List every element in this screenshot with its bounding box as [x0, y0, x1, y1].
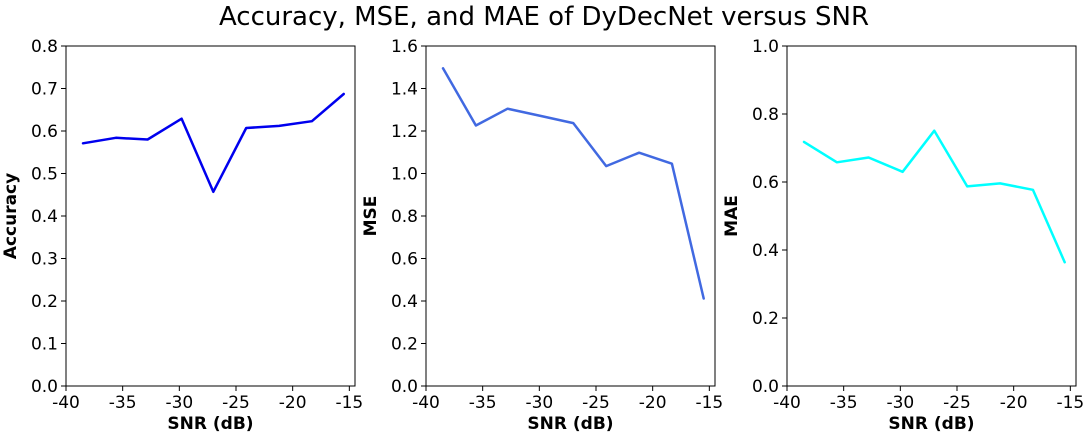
- chart-panel-2: -40 -35 -30 -25 -20 -15 0.0 0.2 0.4 0.6 0.8 1.0 1.2 1…: [361, 37, 723, 434]
- y-tick-label: 0.6: [391, 250, 418, 270]
- y-tick-label: 0.4: [391, 292, 418, 312]
- y-axis-label: MSE: [361, 196, 381, 237]
- plot-frame: [65, 45, 356, 387]
- y-tick-label: 0.7: [31, 80, 58, 100]
- y-tick-label: 0.8: [31, 37, 58, 57]
- x-axis-label: SNR (dB): [527, 414, 613, 434]
- series-line-1: [802, 129, 1066, 264]
- x-tick-label: -15: [1056, 393, 1084, 413]
- chart-panel-3: -40 -35 -30 -25 -20 -15 0.0 0.2 0.4 0.6 0.8 1.0 SNR …: [722, 37, 1084, 434]
- x-tick-label: -20: [279, 393, 307, 413]
- y-tick-label: 0.0: [31, 377, 58, 397]
- series-line-1: [81, 92, 345, 194]
- y-tick-label: 0.1: [31, 335, 58, 355]
- y-tick-label: 0.2: [31, 292, 58, 312]
- y-tick-label: 0.3: [31, 250, 58, 270]
- y-tick-label: 1.2: [391, 122, 418, 142]
- chart-panel-1: -40 -35 -30 -25 -20 -15 0.0 0.1 0.2 0.3 0.4 0.5 0.6 0…: [1, 37, 363, 434]
- x-tick-label: -40: [773, 393, 801, 413]
- figure-title: Accuracy, MSE, and MAE of DyDecNet versu…: [218, 2, 870, 32]
- y-tick-label: 0.5: [31, 165, 58, 185]
- x-tick-label: -20: [1000, 393, 1028, 413]
- y-tick-label: 0.4: [31, 207, 58, 227]
- x-tick-label: -35: [830, 393, 858, 413]
- x-tick-label: -15: [335, 393, 363, 413]
- y-tick-label: 0.2: [752, 309, 779, 329]
- y-tick-label: 0.8: [391, 207, 418, 227]
- y-tick-label: 0.4: [752, 241, 779, 261]
- x-tick-label: -20: [639, 393, 667, 413]
- y-tick-label: 1.0: [752, 37, 779, 57]
- series-line-1: [441, 67, 705, 300]
- y-axis-label: MAE: [722, 195, 742, 237]
- x-axis-label: SNR (dB): [888, 414, 974, 434]
- x-tick-label: -25: [222, 393, 250, 413]
- x-tick-label: -25: [943, 393, 971, 413]
- x-tick-label: -40: [52, 393, 80, 413]
- y-tick-label: 0.0: [391, 377, 418, 397]
- y-tick-label: 1.4: [391, 80, 418, 100]
- y-tick-label: 0.2: [391, 335, 418, 355]
- x-tick-label: -30: [525, 393, 553, 413]
- y-axis-label: Accuracy: [1, 173, 21, 259]
- x-tick-label: -30: [165, 393, 193, 413]
- y-tick-label: 0.8: [752, 105, 779, 125]
- plot-frame: [425, 45, 716, 387]
- y-tick-label: 1.6: [391, 37, 418, 57]
- x-axis-label: SNR (dB): [167, 414, 253, 434]
- x-tick-label: -40: [412, 393, 440, 413]
- y-tick-label: 0.6: [752, 173, 779, 193]
- x-tick-label: -35: [109, 393, 137, 413]
- x-tick-label: -15: [695, 393, 723, 413]
- y-tick-label: 1.0: [391, 165, 418, 185]
- plot-frame: [786, 45, 1077, 387]
- x-tick-label: -30: [886, 393, 914, 413]
- y-tick-label: 0.6: [31, 122, 58, 142]
- x-tick-label: -25: [582, 393, 610, 413]
- x-tick-label: -35: [469, 393, 497, 413]
- y-tick-label: 0.0: [752, 377, 779, 397]
